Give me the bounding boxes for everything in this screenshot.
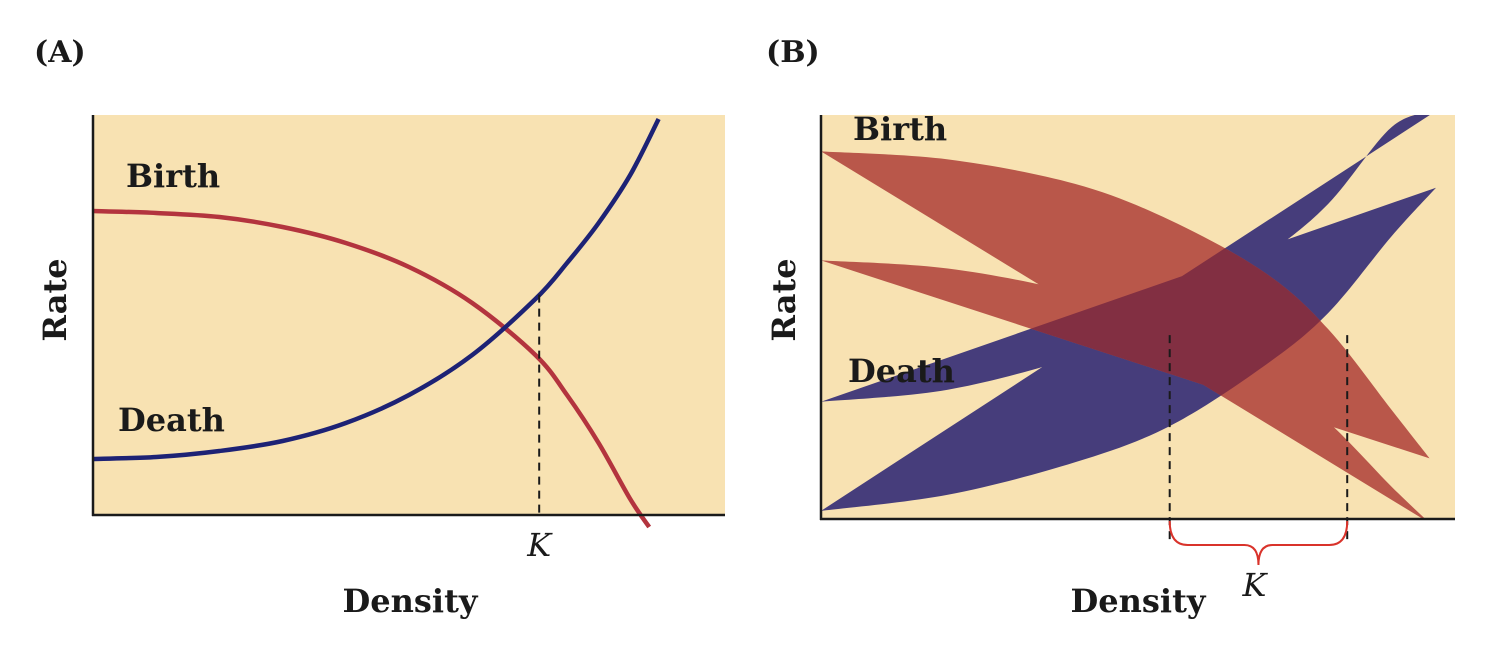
panel-b-x-axis-title: Density bbox=[1071, 582, 1207, 620]
panel-b-death-label: Death bbox=[848, 352, 955, 390]
panel-a-death-curve bbox=[92, 117, 661, 462]
panel-b-y-axis-title: Rate bbox=[765, 258, 803, 341]
panel-a-death-label: Death bbox=[118, 401, 225, 439]
panel-a: (A) Birth Death K Density Rate bbox=[34, 35, 725, 620]
panel-a-marks bbox=[92, 117, 661, 529]
panel-b-k-label: K bbox=[1242, 566, 1269, 604]
panel-b-k-brace bbox=[1168, 520, 1349, 566]
panel-a-y-axis-title: Rate bbox=[36, 258, 74, 341]
panel-a-x-axis-title: Density bbox=[343, 582, 479, 620]
panel-b-marks bbox=[821, 115, 1436, 543]
panel-b: (B) Birth Death K Density Rate bbox=[765, 35, 1455, 620]
panel-a-birth-label: Birth bbox=[126, 157, 220, 195]
panel-a-k-label: K bbox=[526, 526, 553, 564]
panel-a-birth-curve bbox=[92, 208, 652, 529]
panel-a-label: (A) bbox=[34, 35, 86, 70]
panel-b-birth-label: Birth bbox=[853, 110, 947, 148]
panel-b-label: (B) bbox=[766, 35, 820, 70]
panel-a-plot-area bbox=[93, 115, 725, 515]
